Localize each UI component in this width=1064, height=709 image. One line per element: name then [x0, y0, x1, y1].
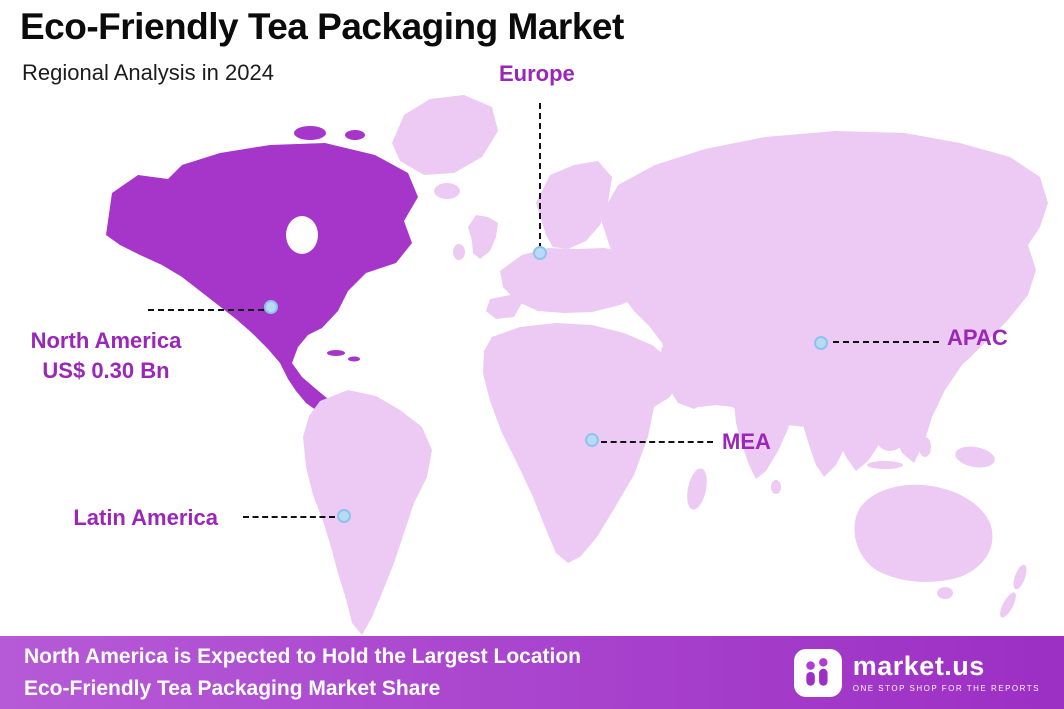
- leader-line-apac: [833, 341, 939, 343]
- landmass-sumatra: [826, 431, 858, 451]
- landmass-madagascar: [687, 468, 707, 510]
- region-label-europe: Europe: [499, 61, 575, 86]
- region-label-block-north-america: North America US$ 0.30 Bn: [8, 326, 204, 385]
- landmass-philippines: [906, 390, 918, 416]
- landmass-caribbean: [327, 350, 345, 356]
- landmass-tasmania: [937, 587, 953, 599]
- world-map: [106, 95, 1048, 635]
- footer-banner: North America is Expected to Hold the La…: [0, 636, 1064, 709]
- page-subtitle: Regional Analysis in 2024: [22, 60, 274, 85]
- landmass-arabia: [658, 335, 732, 409]
- landmass-india: [734, 375, 794, 479]
- footer-banner-text: North America is Expected to Hold the La…: [24, 641, 581, 704]
- region-label-latin-america: Latin America: [73, 505, 218, 530]
- leader-line-mea: [601, 441, 713, 443]
- landmass-sri-lanka: [771, 480, 781, 494]
- landmass-australia: [854, 484, 993, 582]
- landmass-africa: [483, 323, 680, 563]
- region-label-apac: APAC: [947, 325, 1008, 350]
- region-label-mea: MEA: [722, 429, 771, 454]
- region-value-north-america: US$ 0.30 Bn: [42, 357, 170, 383]
- region-label-north-america: North America: [30, 328, 182, 353]
- map-dot-europe: [533, 246, 547, 260]
- leader-line-europe: [539, 103, 541, 249]
- footer-banner-line2: Eco-Friendly Tea Packaging Market Share: [24, 676, 441, 700]
- marketus-logo-tagline: ONE STOP SHOP FOR THE REPORTS: [852, 683, 1040, 693]
- landmass-arctic-island: [345, 130, 365, 140]
- map-dot-latin-america: [337, 509, 351, 523]
- landmass-iceland: [434, 183, 460, 199]
- landmass-borneo: [877, 429, 903, 451]
- page-title: Eco-Friendly Tea Packaging Market: [20, 6, 624, 47]
- landmass-greenland: [392, 95, 498, 175]
- landmass-japan: [954, 285, 976, 315]
- landmass-uk: [468, 215, 498, 259]
- landmass-indochina: [803, 393, 850, 477]
- leader-line-north-america: [148, 309, 264, 311]
- map-dot-north-america: [264, 300, 278, 314]
- marketus-logo: market.us ONE STOP SHOP FOR THE REPORTS: [793, 648, 1040, 697]
- leader-line-latin-america: [243, 516, 335, 518]
- landmass-japan: [970, 268, 986, 286]
- hudson-bay: [286, 216, 318, 254]
- landmass-iberia: [486, 295, 522, 319]
- landmass-new-guinea: [955, 446, 995, 468]
- landmass-caribbean: [348, 356, 360, 362]
- map-dot-apac: [814, 336, 828, 350]
- landmass-scandinavia: [536, 161, 612, 249]
- landmass-new-zealand: [1013, 564, 1027, 590]
- marketus-logo-text: market.us ONE STOP SHOP FOR THE REPORTS: [852, 650, 1040, 693]
- landmass-south-america: [303, 390, 432, 635]
- landmass-new-zealand: [1000, 592, 1016, 618]
- landmass-north-america: [106, 143, 418, 413]
- landmass-arctic-island: [294, 126, 326, 140]
- marketus-logo-icon: [793, 648, 842, 697]
- landmass-ireland: [453, 244, 465, 260]
- landmass-sulawesi: [919, 437, 931, 457]
- marketus-logo-name: market.us: [852, 650, 985, 681]
- landmass-java: [867, 461, 903, 469]
- footer-banner-line1: North America is Expected to Hold the La…: [24, 645, 581, 668]
- map-dot-mea: [585, 433, 599, 447]
